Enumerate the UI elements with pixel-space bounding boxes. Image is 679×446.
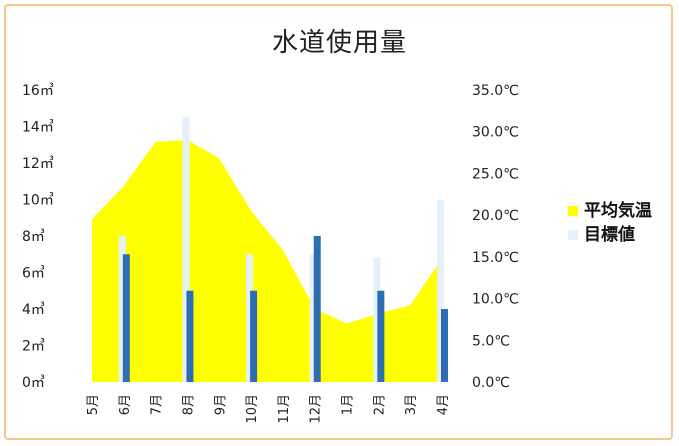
usage-bar (250, 290, 258, 382)
y-left-tick-label: 0㎥ (22, 375, 45, 391)
x-tick-label: 9月 (213, 394, 228, 415)
x-tick-label: 11月 (277, 394, 292, 424)
legend-swatch-target (568, 230, 578, 240)
y-left-tick-label: 14㎥ (22, 120, 54, 136)
y-left-tick-label: 2㎥ (22, 339, 45, 355)
legend-swatch-temperature (568, 206, 578, 216)
chart-title: 水道使用量 (271, 28, 407, 58)
x-tick-label: 8月 (181, 394, 196, 415)
usage-bar (122, 254, 130, 382)
temperature-area (92, 140, 442, 382)
y-left-tick-label: 6㎥ (22, 266, 45, 282)
legend-label-target: 目標値 (584, 225, 635, 245)
target-bar (246, 254, 254, 382)
legend-item-target: 目標値 (568, 224, 668, 246)
y-left-tick-label: 12㎥ (22, 156, 54, 172)
usage-bar (313, 236, 321, 382)
x-tick-label: 6月 (118, 394, 133, 415)
target-bar (437, 199, 444, 382)
legend: 平均気温 目標値 (568, 200, 668, 248)
x-tick-label: 4月 (436, 394, 451, 415)
x-tick-label: 10月 (245, 394, 260, 424)
y-right-tick-label: 20.0℃ (472, 208, 519, 224)
x-tick-label: 3月 (404, 394, 419, 415)
y-left-tick-label: 8㎥ (22, 229, 45, 245)
x-tick-label: 5月 (86, 394, 101, 415)
y-right-tick-label: 30.0℃ (472, 125, 519, 141)
y-right-tick-label: 0.0℃ (472, 375, 510, 391)
y-left-tick-label: 16㎥ (22, 83, 54, 99)
y-right-tick-label: 5.0℃ (472, 333, 510, 349)
usage-bar (377, 290, 385, 382)
y-right-tick-label: 25.0℃ (472, 166, 519, 182)
usage-bar (441, 309, 448, 382)
target-bar (373, 257, 381, 382)
x-tick-label: 7月 (150, 394, 165, 415)
y-left-tick-label: 10㎥ (22, 193, 54, 209)
target-bar (309, 254, 317, 382)
legend-item-temperature: 平均気温 (568, 200, 668, 222)
usage-bar (186, 290, 194, 382)
target-bar (182, 117, 190, 382)
x-tick-label: 12月 (309, 394, 324, 424)
y-left-tick-label: 4㎥ (22, 302, 45, 318)
y-right-tick-label: 10.0℃ (472, 292, 519, 308)
x-tick-label: 1月 (341, 394, 356, 415)
target-bar (118, 236, 126, 382)
y-right-tick-label: 35.0℃ (472, 83, 519, 99)
y-right-tick-label: 15.0℃ (472, 250, 519, 266)
x-tick-label: 2月 (372, 394, 387, 415)
legend-label-temperature: 平均気温 (584, 201, 652, 221)
